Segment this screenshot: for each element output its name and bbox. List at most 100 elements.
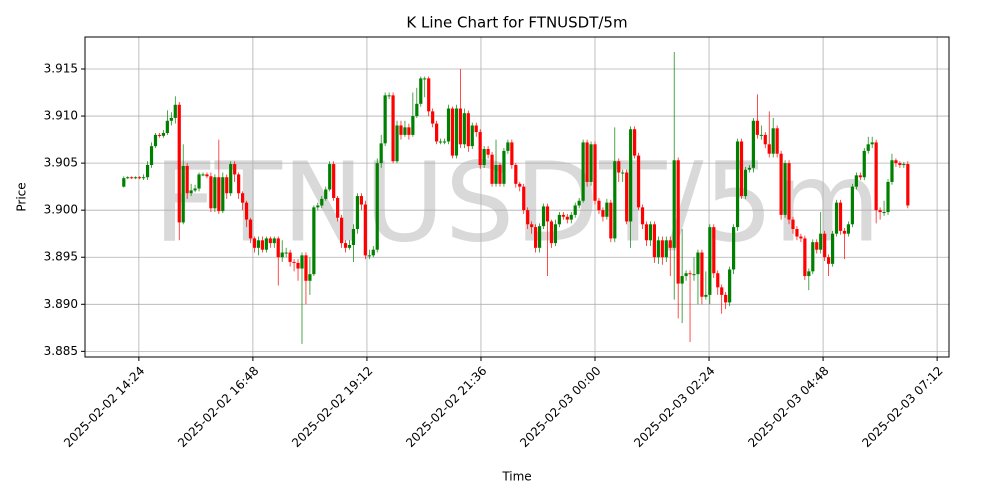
candle-body [371, 249, 375, 256]
candle-body [446, 108, 451, 142]
candle-body [221, 177, 225, 212]
candle-body [534, 227, 538, 248]
candle-body [819, 233, 823, 250]
candle-body [541, 206, 546, 227]
candle-body [890, 160, 894, 182]
candle-body [652, 224, 657, 258]
candle-body [834, 202, 839, 234]
candle-body [605, 202, 609, 217]
candle-body [747, 167, 752, 170]
candle-body [858, 175, 862, 178]
candle-body [850, 186, 854, 225]
y-tick-label: 3.895 [44, 250, 78, 264]
candle-body [629, 129, 633, 222]
candle-body [811, 242, 815, 272]
candle-body [724, 294, 728, 303]
candle-body [260, 240, 264, 250]
candle-body [252, 238, 257, 248]
candle-body [613, 161, 617, 239]
candle-body [264, 238, 268, 250]
candle-body [280, 252, 284, 258]
y-tick-label: 3.905 [44, 156, 78, 170]
candle-body [795, 229, 799, 237]
candle-body [490, 154, 494, 184]
candle-body [498, 165, 502, 184]
candle-body [145, 165, 150, 178]
candle-body [288, 252, 292, 262]
candle-body [411, 116, 415, 135]
candle-body [577, 200, 581, 206]
candle-body [347, 245, 352, 248]
candle-body [664, 240, 668, 258]
candle-body [391, 95, 395, 162]
candle-body [807, 271, 811, 277]
candle-body [838, 202, 843, 231]
candle-body [173, 104, 177, 118]
candle-body [403, 127, 407, 135]
candle-body [743, 169, 748, 197]
candle-body [415, 103, 419, 117]
candle-body [601, 210, 605, 217]
candle-body [783, 163, 787, 215]
candle-body [716, 273, 720, 288]
candle-body [379, 143, 383, 164]
candles [122, 52, 910, 344]
candle-body [359, 196, 363, 205]
candle-body [704, 294, 708, 297]
y-tick-label: 3.890 [44, 297, 78, 311]
candle-body [431, 111, 435, 124]
candle-body [193, 188, 197, 191]
candle-body [696, 252, 700, 275]
candle-body [799, 236, 803, 239]
candle-body [312, 207, 316, 275]
candle-body [470, 125, 474, 147]
candle-body [157, 134, 162, 136]
candle-body [633, 129, 637, 156]
candle-body [153, 134, 158, 147]
candle-body [304, 255, 308, 281]
candle-body [518, 183, 522, 187]
candle-body [648, 224, 653, 241]
candle-body [320, 198, 324, 206]
candle-body [625, 172, 629, 222]
candle-body [458, 108, 462, 145]
candle-body [692, 274, 696, 276]
candle-body [593, 144, 597, 201]
candle-body [248, 219, 253, 239]
candle-body [213, 177, 217, 209]
candle-body [526, 210, 530, 225]
candle-body [854, 175, 858, 187]
candle-body [486, 149, 490, 155]
candle-body [494, 165, 498, 184]
candle-body [545, 206, 550, 222]
candle-body [478, 132, 482, 165]
candle-body [886, 181, 890, 213]
candle-body [510, 142, 514, 165]
candle-body [181, 165, 185, 223]
candle-body [767, 144, 771, 154]
candle-body [284, 252, 288, 254]
candle-body [336, 197, 340, 218]
candle-body [442, 141, 447, 143]
candle-body [367, 255, 371, 257]
candle-body [225, 177, 229, 194]
candle-body [906, 164, 910, 206]
candle-body [268, 238, 272, 244]
y-axis-label: Price [15, 182, 29, 211]
candle-body [134, 177, 138, 179]
candle-body [656, 240, 660, 258]
candle-body [561, 214, 565, 217]
candle-body [339, 217, 344, 244]
candle-body [256, 240, 261, 248]
candle-body [672, 160, 676, 248]
candle-body [454, 108, 459, 156]
candle-body [466, 113, 470, 147]
x-axis-label: Time [501, 470, 531, 484]
candle-body [142, 177, 146, 179]
candle-body [874, 142, 878, 211]
candle-body [712, 227, 716, 274]
candle-body [573, 205, 577, 215]
candle-body [739, 141, 744, 197]
candle-body [640, 207, 645, 225]
